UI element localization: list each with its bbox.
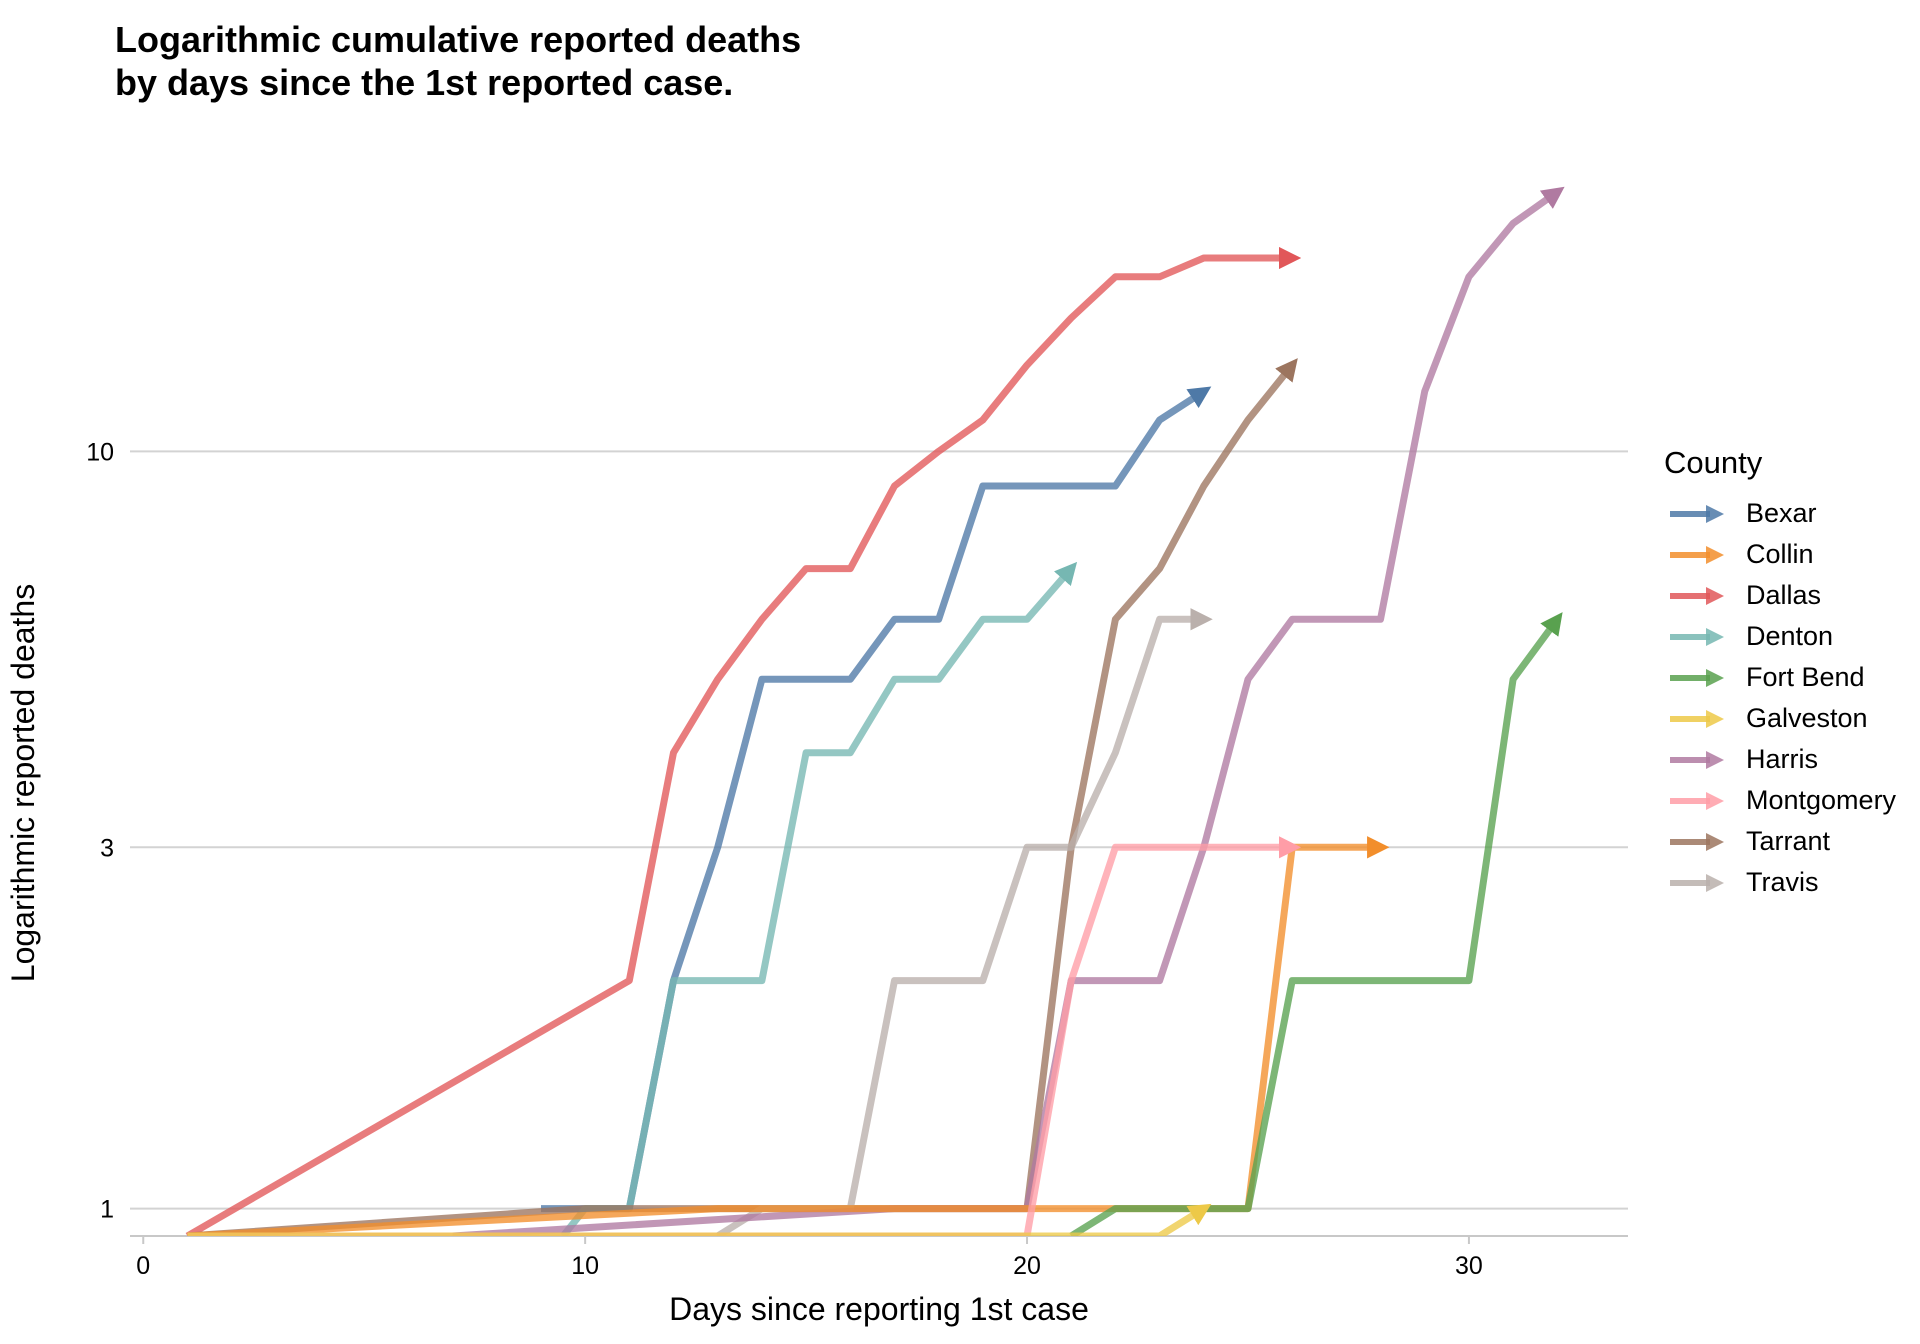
legend-label: Fort Bend — [1746, 662, 1865, 692]
x-tick-label: 10 — [571, 1252, 599, 1280]
series-line-tarrant — [187, 358, 1298, 1236]
x-axis-label: Days since reporting 1st case — [669, 1291, 1089, 1327]
legend-key-arrow — [1706, 545, 1724, 564]
legend-key-arrow — [1706, 504, 1724, 523]
legend-item-galveston: Galveston — [1664, 698, 1896, 739]
legend-item-fort-bend: Fort Bend — [1664, 657, 1896, 698]
legend-key-arrow — [1706, 791, 1724, 810]
series-line-dallas — [185, 246, 1302, 1236]
y-tick-label: 3 — [100, 834, 114, 862]
legend-item-travis: Travis — [1664, 862, 1896, 903]
x-tick-label: 20 — [1013, 1252, 1041, 1280]
chart-title-line-2: by days since the 1st reported case. — [115, 62, 734, 103]
legend-label: Montgomery — [1746, 785, 1897, 815]
legend-key-arrow — [1706, 627, 1724, 646]
legend-item-harris: Harris — [1664, 739, 1896, 780]
legend-item-dallas: Dallas — [1664, 575, 1896, 616]
y-tick-label: 1 — [100, 1196, 114, 1224]
legend-label: Tarrant — [1746, 826, 1831, 856]
legend-key-arrow — [1706, 873, 1724, 892]
legend-key-denton — [1670, 627, 1724, 646]
x-tick-label: 0 — [136, 1252, 150, 1280]
chart-title: Logarithmic cumulative reported deaths b… — [115, 18, 801, 104]
series-line-fort-bend — [1069, 612, 1563, 1236]
series-line-bexar — [541, 386, 1212, 1213]
legend-item-tarrant: Tarrant — [1664, 821, 1896, 862]
legend-label: Collin — [1746, 539, 1814, 569]
x-tick-label: 30 — [1455, 1252, 1483, 1280]
legend-key-arrow — [1706, 750, 1724, 769]
y-tick-label: 10 — [86, 438, 114, 466]
legend-item-denton: Denton — [1664, 616, 1896, 657]
series-group — [185, 186, 1565, 1236]
legend-label: Dallas — [1746, 580, 1822, 610]
legend-key-arrow — [1706, 668, 1724, 687]
legend-title: County — [1664, 445, 1763, 480]
legend-key-tarrant — [1670, 832, 1724, 851]
chart-title-line-1: Logarithmic cumulative reported deaths — [115, 19, 802, 60]
legend-key-arrow — [1706, 586, 1724, 605]
series-line-denton — [560, 561, 1078, 1236]
legend-items: Bexar Collin Dallas Denton Fort Bend Galvesto… — [1664, 493, 1896, 903]
legend-item-bexar: Bexar — [1664, 493, 1896, 534]
y-axis-label: Logarithmic reported deaths — [5, 584, 41, 982]
legend-label: Harris — [1746, 744, 1818, 774]
legend-key-galveston — [1670, 709, 1724, 728]
series-line-galveston — [187, 1203, 1212, 1236]
series-line-harris — [452, 186, 1565, 1236]
legend-label: Denton — [1746, 621, 1834, 651]
legend-key-dallas — [1670, 586, 1724, 605]
legend-item-montgomery: Montgomery — [1664, 780, 1896, 821]
legend-key-bexar — [1670, 504, 1724, 523]
legend-key-travis — [1670, 873, 1724, 892]
legend-key-arrow — [1706, 709, 1724, 728]
series-line-montgomery — [187, 836, 1302, 1236]
legend-label: Travis — [1746, 867, 1819, 897]
legend-key-arrow — [1706, 832, 1724, 851]
legend-key-montgomery — [1670, 791, 1724, 810]
series-line-collin — [187, 836, 1390, 1236]
legend-key-fort-bend — [1670, 668, 1724, 687]
legend-label: Bexar — [1746, 498, 1817, 528]
legend-key-collin — [1670, 545, 1724, 564]
legend: County Bexar Collin Dallas Denton Fort Bend G… — [1664, 445, 1896, 903]
legend-item-collin: Collin — [1664, 534, 1896, 575]
legend-label: Galveston — [1746, 703, 1868, 733]
legend-key-harris — [1670, 750, 1724, 769]
series-line-travis — [715, 608, 1213, 1236]
